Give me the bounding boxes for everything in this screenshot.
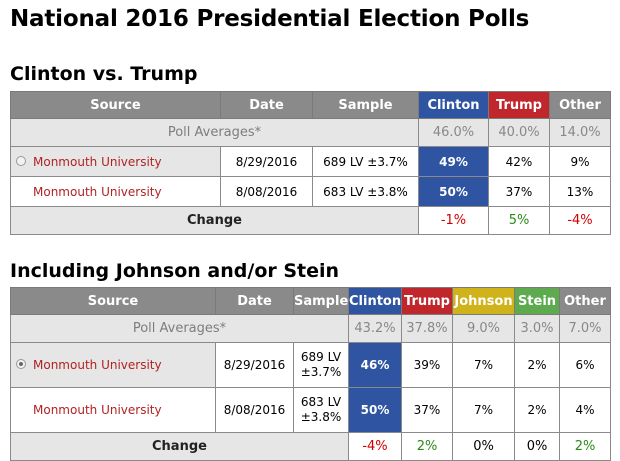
- header-trump[interactable]: Trump: [488, 91, 550, 119]
- average-trump: 40.0%: [488, 118, 550, 147]
- poll-date: 8/29/2016: [220, 146, 313, 177]
- table-header-row: Source Date Sample Clinton Trump Johnson…: [10, 287, 611, 315]
- header-sample[interactable]: Sample: [293, 287, 349, 315]
- header-trump[interactable]: Trump: [401, 287, 453, 315]
- header-johnson[interactable]: Johnson: [452, 287, 515, 315]
- poll-source-label[interactable]: Monmouth University: [33, 403, 162, 417]
- change-clinton: -4%: [348, 432, 402, 461]
- poll-date: 8/08/2016: [215, 387, 294, 433]
- poll-source-link[interactable]: Monmouth University: [10, 176, 221, 207]
- poll-other: 13%: [549, 176, 611, 207]
- radio-button-icon[interactable]: [16, 155, 26, 166]
- poll-other: 9%: [549, 146, 611, 177]
- header-other[interactable]: Other: [549, 91, 611, 119]
- change-other: -4%: [549, 206, 611, 235]
- poll-source-link[interactable]: Monmouth University: [10, 387, 216, 433]
- poll-date: 8/08/2016: [220, 176, 313, 207]
- poll-trump: 39%: [401, 342, 453, 388]
- average-stein: 3.0%: [514, 314, 560, 343]
- poll-source-label[interactable]: Monmouth University: [33, 154, 162, 169]
- poll-other: 4%: [559, 387, 611, 433]
- header-date[interactable]: Date: [220, 91, 313, 119]
- poll-stein: 2%: [514, 342, 560, 388]
- poll-stein: 2%: [514, 387, 560, 433]
- poll-trump: 42%: [488, 146, 550, 177]
- poll-clinton: 50%: [418, 176, 489, 207]
- header-clinton[interactable]: Clinton: [348, 287, 402, 315]
- poll-date: 8/29/2016: [215, 342, 294, 388]
- table-row: Monmouth University 8/29/2016 689 LV ±3.…: [10, 146, 611, 177]
- poll-sample-margin: ±3.7%: [300, 365, 342, 379]
- header-source[interactable]: Source: [10, 91, 221, 119]
- poll-sample-size: 683 LV: [300, 395, 342, 409]
- poll-source-link[interactable]: Monmouth University: [10, 342, 216, 388]
- poll-clinton: 49%: [418, 146, 489, 177]
- poll-sample-margin: ±3.8%: [300, 410, 342, 424]
- poll-sample: 683 LV ±3.8%: [312, 176, 419, 207]
- average-clinton: 43.2%: [348, 314, 402, 343]
- change-row: Change -4% 2% 0% 0% 2%: [10, 432, 611, 461]
- header-other[interactable]: Other: [559, 287, 611, 315]
- poll-averages-row: Poll Averages* 43.2% 37.8% 9.0% 3.0% 7.0…: [10, 314, 611, 343]
- change-row: Change -1% 5% -4%: [10, 206, 611, 235]
- change-label: Change: [10, 432, 349, 461]
- change-other: 2%: [559, 432, 611, 461]
- page-title: National 2016 Presidential Election Poll…: [10, 6, 530, 32]
- poll-table-clinton-vs-trump: Source Date Sample Clinton Trump Other P…: [10, 91, 611, 235]
- poll-sample: 683 LV ±3.8%: [293, 387, 349, 433]
- change-johnson: 0%: [452, 432, 515, 461]
- header-source[interactable]: Source: [10, 287, 216, 315]
- poll-source-label[interactable]: Monmouth University: [33, 358, 162, 372]
- poll-clinton: 46%: [348, 342, 402, 388]
- poll-trump: 37%: [401, 387, 453, 433]
- poll-johnson: 7%: [452, 342, 515, 388]
- change-clinton: -1%: [418, 206, 489, 235]
- change-trump: 2%: [401, 432, 453, 461]
- poll-averages-label: Poll Averages*: [10, 118, 419, 147]
- poll-clinton: 50%: [348, 387, 402, 433]
- poll-source-link[interactable]: Monmouth University: [10, 146, 221, 177]
- section-title-including-johnson-stein: Including Johnson and/or Stein: [10, 260, 340, 282]
- change-stein: 0%: [514, 432, 560, 461]
- poll-sample-size: 689 LV: [300, 350, 342, 364]
- average-trump: 37.8%: [401, 314, 453, 343]
- table-row: Monmouth University 8/08/2016 683 LV ±3.…: [10, 387, 611, 433]
- table-header-row: Source Date Sample Clinton Trump Other: [10, 91, 611, 119]
- change-label: Change: [10, 206, 419, 235]
- header-date[interactable]: Date: [215, 287, 294, 315]
- average-other: 14.0%: [549, 118, 611, 147]
- poll-averages-label: Poll Averages*: [10, 314, 349, 343]
- header-stein[interactable]: Stein: [514, 287, 560, 315]
- poll-averages-row: Poll Averages* 46.0% 40.0% 14.0%: [10, 118, 611, 147]
- poll-source-label[interactable]: Monmouth University: [33, 184, 162, 199]
- poll-sample: 689 LV ±3.7%: [312, 146, 419, 177]
- poll-johnson: 7%: [452, 387, 515, 433]
- change-trump: 5%: [488, 206, 550, 235]
- header-sample[interactable]: Sample: [312, 91, 419, 119]
- average-other: 7.0%: [559, 314, 611, 343]
- poll-other: 6%: [559, 342, 611, 388]
- table-row: Monmouth University 8/08/2016 683 LV ±3.…: [10, 176, 611, 207]
- section-title-clinton-vs-trump: Clinton vs. Trump: [10, 63, 198, 85]
- radio-button-icon[interactable]: [16, 359, 26, 369]
- header-clinton[interactable]: Clinton: [418, 91, 489, 119]
- poll-sample: 689 LV ±3.7%: [293, 342, 349, 388]
- poll-trump: 37%: [488, 176, 550, 207]
- poll-table-including-johnson-stein: Source Date Sample Clinton Trump Johnson…: [10, 287, 611, 461]
- average-johnson: 9.0%: [452, 314, 515, 343]
- table-row: Monmouth University 8/29/2016 689 LV ±3.…: [10, 342, 611, 388]
- average-clinton: 46.0%: [418, 118, 489, 147]
